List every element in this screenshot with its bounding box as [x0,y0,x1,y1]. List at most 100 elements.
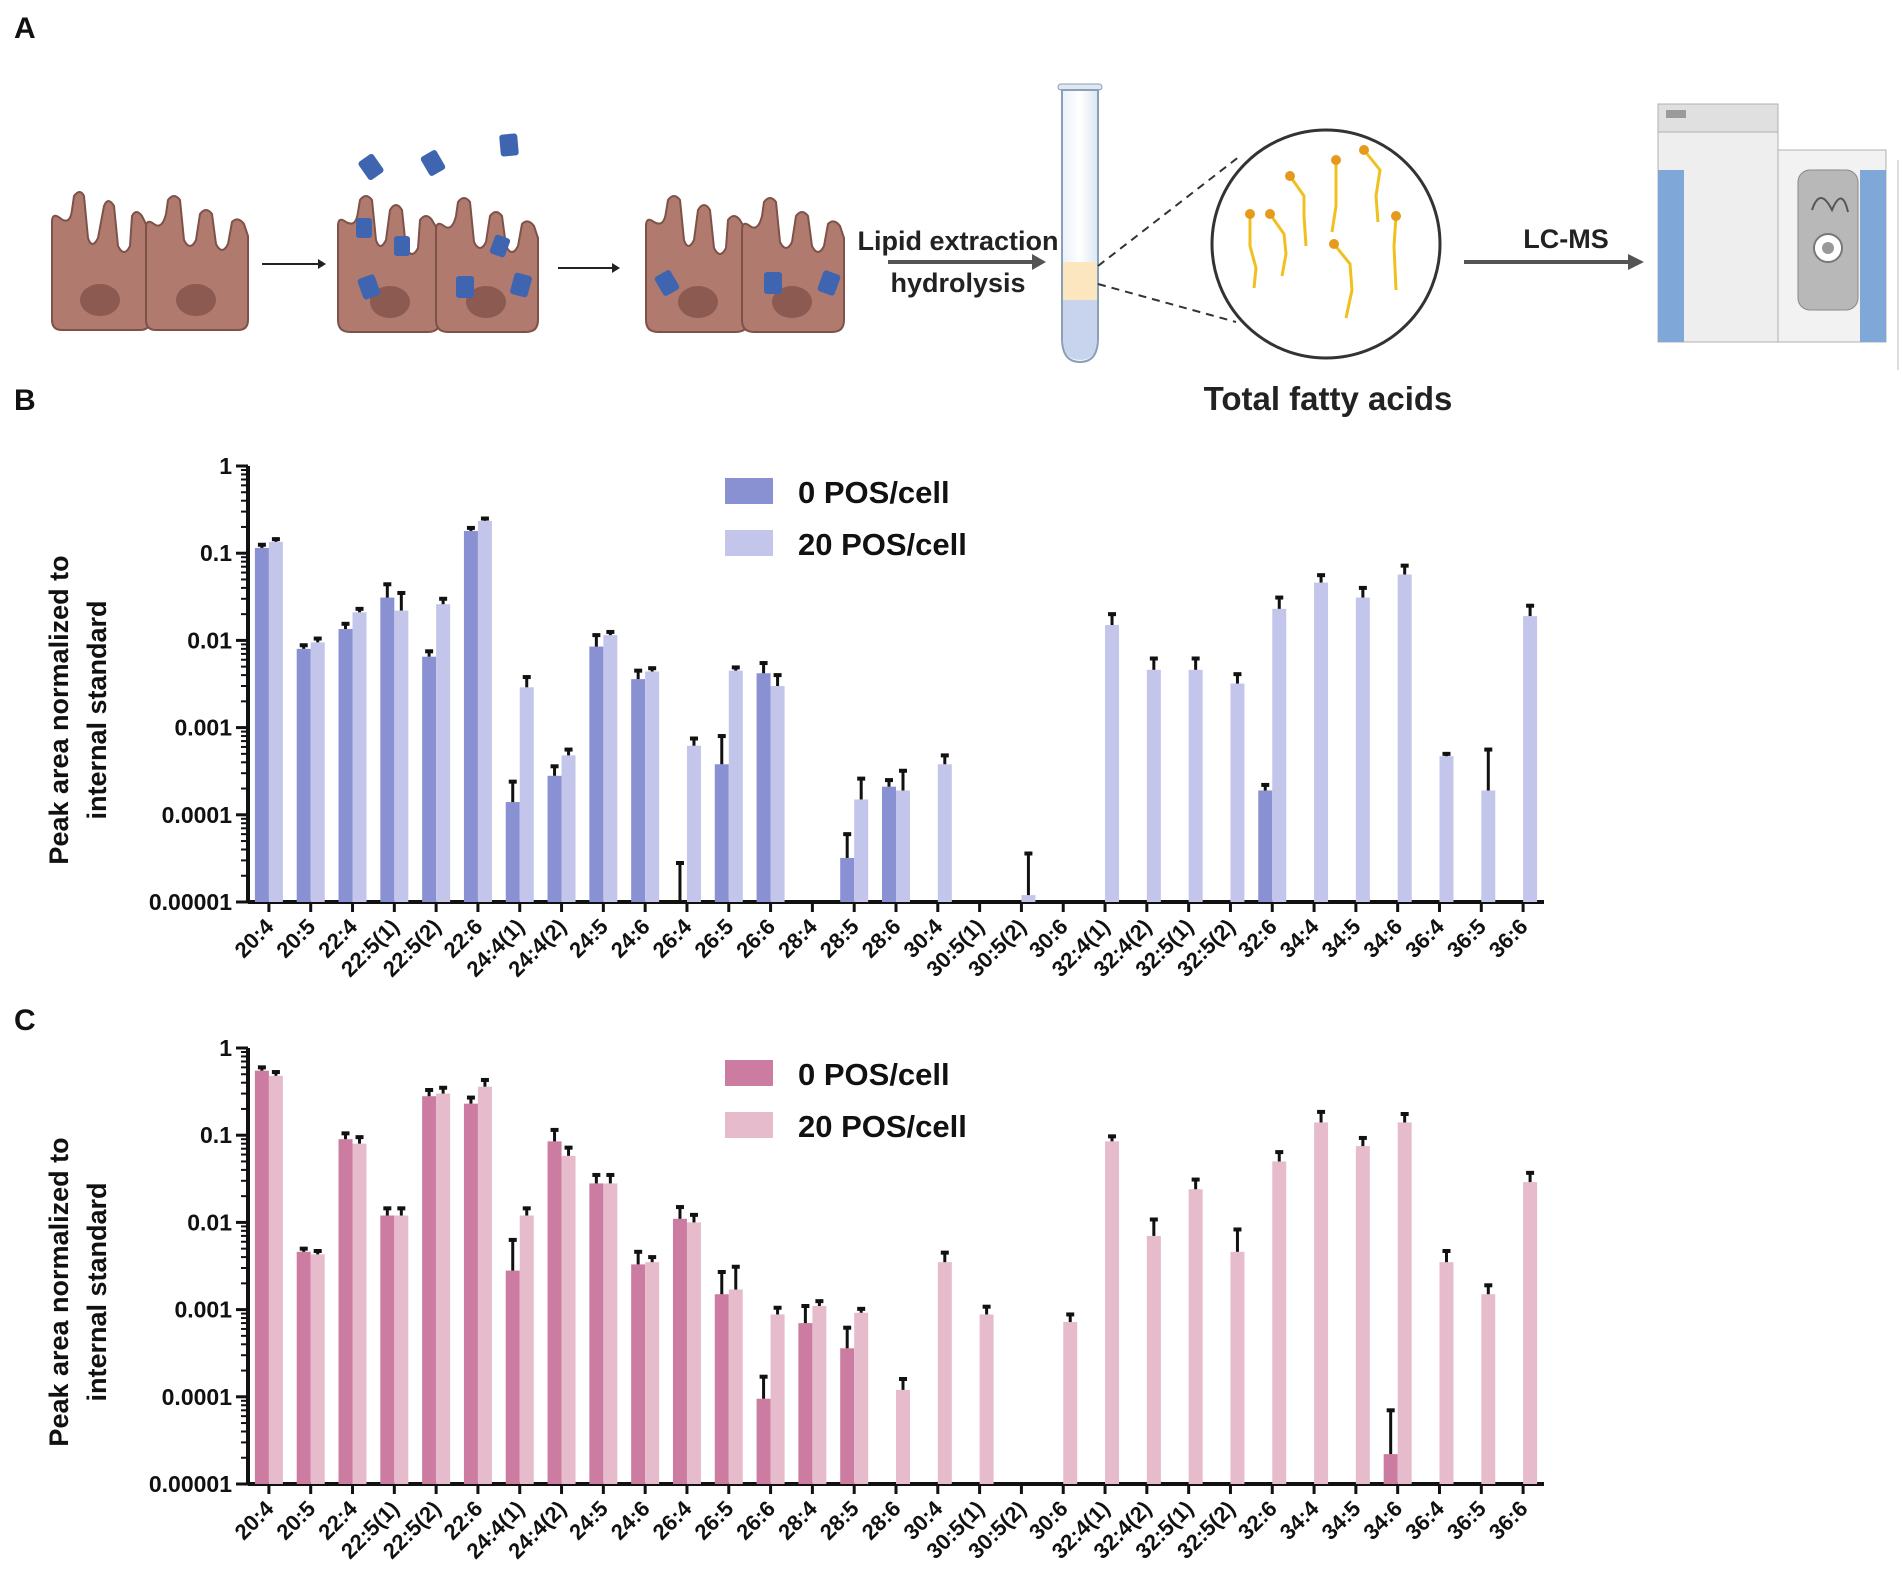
bar-c-series0 [798,1323,813,1484]
zoom-line-bottom [1097,283,1237,323]
y-tick-label-c: 0.1 [200,1122,232,1148]
chart-c: 10.10.010.0010.00010.0000120:420:522:422… [44,1035,1544,1564]
bar-b-series1 [436,604,451,902]
y-tick-label-b: 0.01 [187,627,232,653]
bar-b-series1 [1355,597,1370,902]
lc-ms-instrument-icon [1657,103,1899,370]
bar-c-series0 [254,1070,269,1484]
bar-c-series1 [1355,1146,1370,1484]
x-category-label-c: 26:6 [731,1496,780,1545]
x-category-label-b: 20:4 [230,913,279,962]
bar-b-series0 [296,648,311,902]
x-category-label-c: 26:5 [689,1496,738,1545]
x-category-label-b: 26:4 [648,913,697,962]
bar-b-series0 [463,530,478,902]
bar-b-series0 [380,597,395,902]
x-category-label-b: 32:6 [1233,914,1282,963]
bar-c-series0 [631,1264,646,1484]
bar-c-series0 [756,1398,771,1484]
bar-c-series1 [896,1389,910,1484]
nucleus-icon [772,286,812,318]
particle-icon [817,270,841,296]
x-category-label-b: 28:4 [773,913,822,962]
y-tick-label-c: 0.001 [174,1297,232,1323]
arrow-2-head [612,263,620,273]
y-axis-title-c-line1: Peak area normalized to [44,1137,74,1446]
y-axis-title-c: Peak area normalized to internal standar… [44,1137,112,1446]
x-category-label-b: 24:6 [606,914,655,963]
cell-uptake-right [435,197,539,333]
y-tick-label-b: 0.00001 [149,889,232,915]
bar-c-series1 [477,1086,492,1484]
x-category-label-c: 26:4 [648,1495,697,1544]
bar-c-series1 [728,1289,743,1484]
bar-b-series1 [896,790,910,902]
chart-b: 10.10.010.0010.00010.0000120:420:522:422… [44,453,1544,982]
bar-c-series0 [589,1183,604,1484]
nucleus-icon [678,286,718,318]
legend-swatch-c-1 [725,1112,773,1138]
y-tick-label-b: 1 [219,453,232,479]
bar-c-series1 [1439,1262,1454,1484]
bar-c-series1 [1523,1182,1538,1484]
legend-label-b-0: 0 POS/cell [798,475,950,510]
bar-c-series1 [1146,1235,1161,1484]
legend-label-b-1: 20 POS/cell [798,527,967,562]
bar-b-series1 [561,755,576,902]
bar-b-series1 [1523,616,1538,902]
bar-c-series1 [1481,1294,1496,1484]
bar-b-series0 [505,802,520,902]
bar-c-series1 [436,1093,451,1484]
bar-c-series0 [505,1270,520,1484]
bar-b-series1 [1272,608,1287,902]
particle-icon [456,276,474,298]
legend-c: 0 POS/cell 20 POS/cell [725,1057,967,1144]
bar-c-series1 [686,1222,701,1484]
bar-b-series1 [1314,582,1329,902]
legend-swatch-c-0 [725,1060,773,1086]
x-category-label-b: 26:6 [731,914,780,963]
bar-c-series1 [519,1215,534,1484]
test-tube-icon [1057,83,1103,364]
bar-b-series1 [1021,895,1036,902]
nucleus-icon [176,284,216,316]
x-category-label-c: 24:5 [564,1496,613,1545]
bar-b-series1 [1146,669,1161,902]
bar-c-series0 [380,1215,395,1484]
bar-c-series1 [937,1262,952,1484]
x-category-label-c: 36:6 [1484,1496,1533,1545]
nucleus-icon [80,284,120,316]
bar-c-series0 [840,1348,855,1484]
bar-b-series1 [1188,669,1203,902]
y-tick-label-c: 0.01 [187,1209,232,1235]
y-axis-title-c-line2: internal standard [82,1182,112,1401]
bar-b-series0 [756,673,771,902]
bar-b-series0 [338,629,353,902]
bar-b-series0 [589,646,604,902]
y-tick-label-c: 1 [219,1035,232,1061]
cell-group-untreated [51,191,249,331]
x-category-label-c: 34:4 [1275,1495,1324,1544]
bar-c-series0 [422,1096,437,1484]
bar-b-series0 [547,775,562,902]
bar-b-series0 [840,857,855,902]
bar-c-series1 [1397,1122,1412,1484]
bar-c-series1 [394,1215,409,1484]
bar-b-series1 [352,612,367,902]
y-axis-title-b: Peak area normalized to internal standar… [44,555,112,864]
bar-c-series1 [1063,1322,1078,1484]
bar-c-series1 [1105,1141,1120,1484]
bar-c-series1 [561,1155,576,1484]
bar-b-series0 [254,547,269,902]
arrow-1-head [318,259,326,269]
bar-c-series1 [770,1314,785,1484]
bar-c-series0 [338,1139,353,1484]
panel-label-b: B [14,384,36,417]
x-category-label-b: 20:5 [271,914,320,963]
bar-b-series0 [1258,790,1273,902]
x-category-label-c: 24:6 [606,1496,655,1545]
legend-label-c-0: 0 POS/cell [798,1057,950,1092]
bar-c-series1 [1188,1189,1203,1484]
legend-b: 0 POS/cell 20 POS/cell [725,475,967,562]
y-axis-title-b-line2: internal standard [82,600,112,819]
